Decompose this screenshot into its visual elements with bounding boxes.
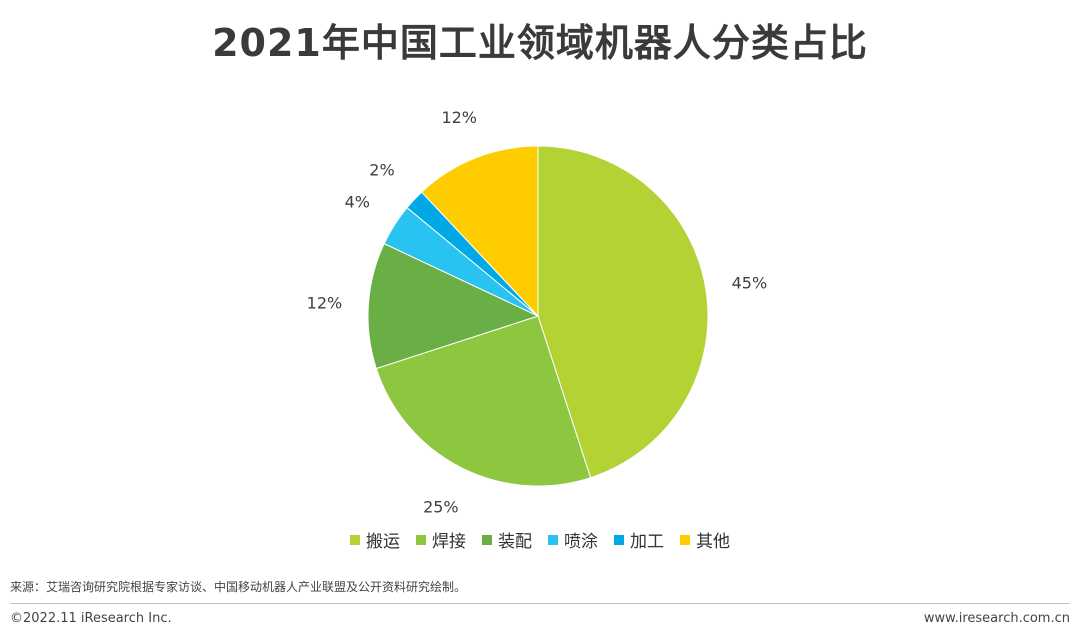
- legend-label: 搬运: [366, 532, 400, 552]
- legend-item-1: 搬运: [350, 527, 400, 552]
- pie-slice-6: [420, 145, 539, 318]
- legend-swatch: [350, 534, 360, 545]
- slice-label-6: 12%: [441, 108, 477, 127]
- legend-label: 喷涂: [564, 532, 598, 552]
- slice-label-4: 4%: [345, 192, 370, 211]
- chart-legend: 搬运 焊接 装配 喷涂 加工 其他: [0, 527, 1080, 552]
- legend-item-4: 喷涂: [548, 527, 598, 552]
- legend-item-2: 焊接: [416, 527, 466, 552]
- legend-swatch: [548, 534, 558, 545]
- slice-label-5: 2%: [369, 161, 394, 180]
- copyright-text: ©2022.11 iResearch Inc.: [10, 611, 172, 626]
- pie-slice-2: [375, 315, 592, 487]
- legend-swatch: [416, 534, 426, 545]
- footer-divider: [10, 603, 1070, 604]
- legend-swatch: [482, 534, 492, 545]
- legend-item-6: 其他: [680, 527, 730, 552]
- legend-label: 装配: [498, 532, 532, 552]
- slice-label-1: 45%: [732, 274, 768, 293]
- slice-label-3: 12%: [307, 294, 343, 313]
- legend-label: 焊接: [432, 532, 466, 552]
- legend-label: 加工: [630, 532, 664, 552]
- slice-label-2: 25%: [423, 498, 459, 517]
- legend-swatch: [614, 534, 624, 545]
- pie-slice-1: [537, 145, 709, 479]
- source-note: 来源：艾瑞咨询研究院根据专家访谈、中国移动机器人产业联盟及公开资料研究绘制。: [10, 580, 467, 594]
- website-link[interactable]: www.iresearch.com.cn: [923, 611, 1070, 626]
- legend-label: 其他: [696, 532, 730, 552]
- legend-item-5: 加工: [614, 527, 664, 552]
- legend-item-3: 装配: [482, 527, 532, 552]
- legend-swatch: [680, 534, 690, 545]
- chart-title: 2021年中国工业领域机器人分类占比: [212, 21, 868, 65]
- pie-slice-3: [367, 242, 540, 370]
